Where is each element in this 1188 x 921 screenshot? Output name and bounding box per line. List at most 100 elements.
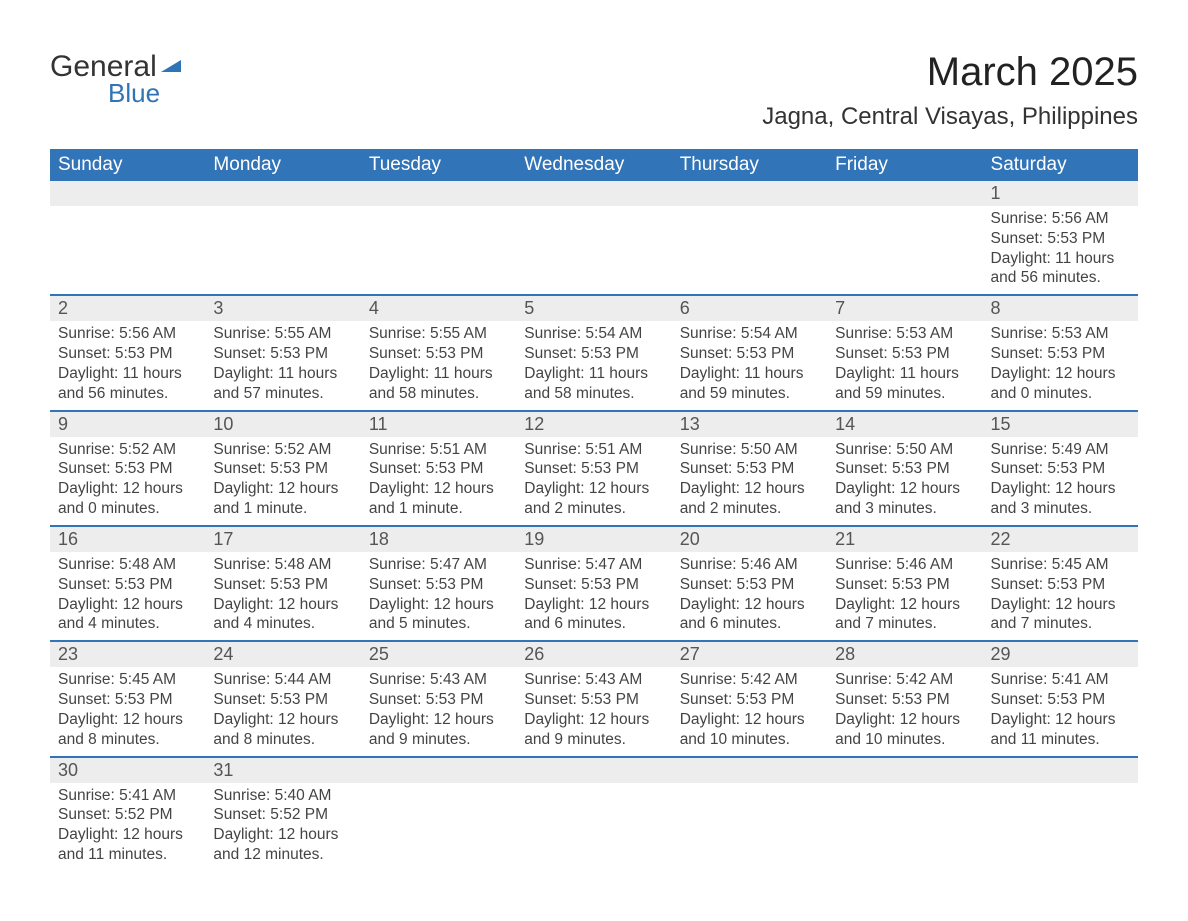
day-body: Sunrise: 5:56 AMSunset: 5:53 PMDaylight:… bbox=[50, 321, 205, 409]
daylight-text: Daylight: 11 hours and 56 minutes. bbox=[991, 249, 1130, 289]
day-cell bbox=[672, 757, 827, 871]
day-number bbox=[50, 181, 205, 206]
day-number: 21 bbox=[827, 527, 982, 552]
sunrise-text: Sunrise: 5:45 AM bbox=[991, 555, 1130, 575]
day-body: Sunrise: 5:46 AMSunset: 5:53 PMDaylight:… bbox=[827, 552, 982, 640]
day-cell bbox=[827, 757, 982, 871]
sunrise-text: Sunrise: 5:48 AM bbox=[213, 555, 352, 575]
week-row: 9Sunrise: 5:52 AMSunset: 5:53 PMDaylight… bbox=[50, 411, 1138, 526]
daylight-text: Daylight: 12 hours and 9 minutes. bbox=[369, 710, 508, 750]
day-cell: 20Sunrise: 5:46 AMSunset: 5:53 PMDayligh… bbox=[672, 526, 827, 641]
col-thursday: Thursday bbox=[672, 149, 827, 181]
sunset-text: Sunset: 5:53 PM bbox=[680, 575, 819, 595]
sunrise-text: Sunrise: 5:51 AM bbox=[524, 440, 663, 460]
day-cell: 1Sunrise: 5:56 AMSunset: 5:53 PMDaylight… bbox=[983, 181, 1138, 295]
sunrise-text: Sunrise: 5:50 AM bbox=[680, 440, 819, 460]
daylight-text: Daylight: 12 hours and 4 minutes. bbox=[58, 595, 197, 635]
day-number: 19 bbox=[516, 527, 671, 552]
sunrise-text: Sunrise: 5:47 AM bbox=[369, 555, 508, 575]
day-body: Sunrise: 5:45 AMSunset: 5:53 PMDaylight:… bbox=[983, 552, 1138, 640]
daylight-text: Daylight: 11 hours and 56 minutes. bbox=[58, 364, 197, 404]
sunrise-text: Sunrise: 5:41 AM bbox=[991, 670, 1130, 690]
day-number: 28 bbox=[827, 642, 982, 667]
day-body: Sunrise: 5:46 AMSunset: 5:53 PMDaylight:… bbox=[672, 552, 827, 640]
sunrise-text: Sunrise: 5:45 AM bbox=[58, 670, 197, 690]
daylight-text: Daylight: 11 hours and 58 minutes. bbox=[524, 364, 663, 404]
day-number bbox=[672, 758, 827, 783]
day-body: Sunrise: 5:53 AMSunset: 5:53 PMDaylight:… bbox=[983, 321, 1138, 409]
day-body: Sunrise: 5:48 AMSunset: 5:53 PMDaylight:… bbox=[50, 552, 205, 640]
sunset-text: Sunset: 5:53 PM bbox=[58, 575, 197, 595]
day-cell: 22Sunrise: 5:45 AMSunset: 5:53 PMDayligh… bbox=[983, 526, 1138, 641]
sunrise-text: Sunrise: 5:43 AM bbox=[369, 670, 508, 690]
sunrise-text: Sunrise: 5:43 AM bbox=[524, 670, 663, 690]
weekday-header-row: Sunday Monday Tuesday Wednesday Thursday… bbox=[50, 149, 1138, 181]
day-number: 26 bbox=[516, 642, 671, 667]
day-body: Sunrise: 5:42 AMSunset: 5:53 PMDaylight:… bbox=[827, 667, 982, 755]
sunset-text: Sunset: 5:53 PM bbox=[369, 344, 508, 364]
day-number: 25 bbox=[361, 642, 516, 667]
day-body: Sunrise: 5:53 AMSunset: 5:53 PMDaylight:… bbox=[827, 321, 982, 409]
day-body bbox=[827, 206, 982, 226]
day-cell bbox=[516, 757, 671, 871]
day-number: 17 bbox=[205, 527, 360, 552]
sunrise-text: Sunrise: 5:48 AM bbox=[58, 555, 197, 575]
daylight-text: Daylight: 12 hours and 8 minutes. bbox=[213, 710, 352, 750]
day-cell: 26Sunrise: 5:43 AMSunset: 5:53 PMDayligh… bbox=[516, 641, 671, 756]
day-body: Sunrise: 5:49 AMSunset: 5:53 PMDaylight:… bbox=[983, 437, 1138, 525]
day-number: 29 bbox=[983, 642, 1138, 667]
day-cell: 8Sunrise: 5:53 AMSunset: 5:53 PMDaylight… bbox=[983, 295, 1138, 410]
day-number: 5 bbox=[516, 296, 671, 321]
daylight-text: Daylight: 12 hours and 7 minutes. bbox=[991, 595, 1130, 635]
sunrise-text: Sunrise: 5:54 AM bbox=[524, 324, 663, 344]
day-number: 15 bbox=[983, 412, 1138, 437]
daylight-text: Daylight: 11 hours and 59 minutes. bbox=[680, 364, 819, 404]
sunrise-text: Sunrise: 5:55 AM bbox=[369, 324, 508, 344]
daylight-text: Daylight: 12 hours and 10 minutes. bbox=[680, 710, 819, 750]
day-body: Sunrise: 5:41 AMSunset: 5:53 PMDaylight:… bbox=[983, 667, 1138, 755]
daylight-text: Daylight: 11 hours and 59 minutes. bbox=[835, 364, 974, 404]
sunset-text: Sunset: 5:53 PM bbox=[835, 459, 974, 479]
day-cell: 2Sunrise: 5:56 AMSunset: 5:53 PMDaylight… bbox=[50, 295, 205, 410]
col-tuesday: Tuesday bbox=[361, 149, 516, 181]
day-number bbox=[672, 181, 827, 206]
sunset-text: Sunset: 5:53 PM bbox=[991, 344, 1130, 364]
daylight-text: Daylight: 12 hours and 3 minutes. bbox=[835, 479, 974, 519]
day-body: Sunrise: 5:54 AMSunset: 5:53 PMDaylight:… bbox=[672, 321, 827, 409]
day-cell: 24Sunrise: 5:44 AMSunset: 5:53 PMDayligh… bbox=[205, 641, 360, 756]
day-number: 20 bbox=[672, 527, 827, 552]
day-cell: 3Sunrise: 5:55 AMSunset: 5:53 PMDaylight… bbox=[205, 295, 360, 410]
day-body: Sunrise: 5:42 AMSunset: 5:53 PMDaylight:… bbox=[672, 667, 827, 755]
sunrise-text: Sunrise: 5:50 AM bbox=[835, 440, 974, 460]
day-number: 8 bbox=[983, 296, 1138, 321]
day-body: Sunrise: 5:48 AMSunset: 5:53 PMDaylight:… bbox=[205, 552, 360, 640]
day-cell: 27Sunrise: 5:42 AMSunset: 5:53 PMDayligh… bbox=[672, 641, 827, 756]
daylight-text: Daylight: 12 hours and 2 minutes. bbox=[680, 479, 819, 519]
sunset-text: Sunset: 5:53 PM bbox=[991, 229, 1130, 249]
sunrise-text: Sunrise: 5:56 AM bbox=[991, 209, 1130, 229]
daylight-text: Daylight: 11 hours and 57 minutes. bbox=[213, 364, 352, 404]
day-body: Sunrise: 5:45 AMSunset: 5:53 PMDaylight:… bbox=[50, 667, 205, 755]
day-number: 12 bbox=[516, 412, 671, 437]
location-title: Jagna, Central Visayas, Philippines bbox=[762, 103, 1138, 131]
sunset-text: Sunset: 5:53 PM bbox=[58, 344, 197, 364]
day-body: Sunrise: 5:50 AMSunset: 5:53 PMDaylight:… bbox=[672, 437, 827, 525]
day-cell bbox=[361, 757, 516, 871]
sunset-text: Sunset: 5:53 PM bbox=[58, 459, 197, 479]
sunset-text: Sunset: 5:53 PM bbox=[524, 690, 663, 710]
sunset-text: Sunset: 5:53 PM bbox=[213, 690, 352, 710]
day-number: 31 bbox=[205, 758, 360, 783]
day-body bbox=[205, 206, 360, 226]
month-title: March 2025 bbox=[762, 50, 1138, 95]
day-body: Sunrise: 5:50 AMSunset: 5:53 PMDaylight:… bbox=[827, 437, 982, 525]
day-number: 23 bbox=[50, 642, 205, 667]
sunrise-text: Sunrise: 5:53 AM bbox=[835, 324, 974, 344]
day-cell: 4Sunrise: 5:55 AMSunset: 5:53 PMDaylight… bbox=[361, 295, 516, 410]
week-row: 23Sunrise: 5:45 AMSunset: 5:53 PMDayligh… bbox=[50, 641, 1138, 756]
sunset-text: Sunset: 5:53 PM bbox=[835, 690, 974, 710]
day-cell: 23Sunrise: 5:45 AMSunset: 5:53 PMDayligh… bbox=[50, 641, 205, 756]
day-body: Sunrise: 5:56 AMSunset: 5:53 PMDaylight:… bbox=[983, 206, 1138, 294]
day-body: Sunrise: 5:43 AMSunset: 5:53 PMDaylight:… bbox=[516, 667, 671, 755]
day-cell bbox=[516, 181, 671, 295]
day-cell bbox=[50, 181, 205, 295]
